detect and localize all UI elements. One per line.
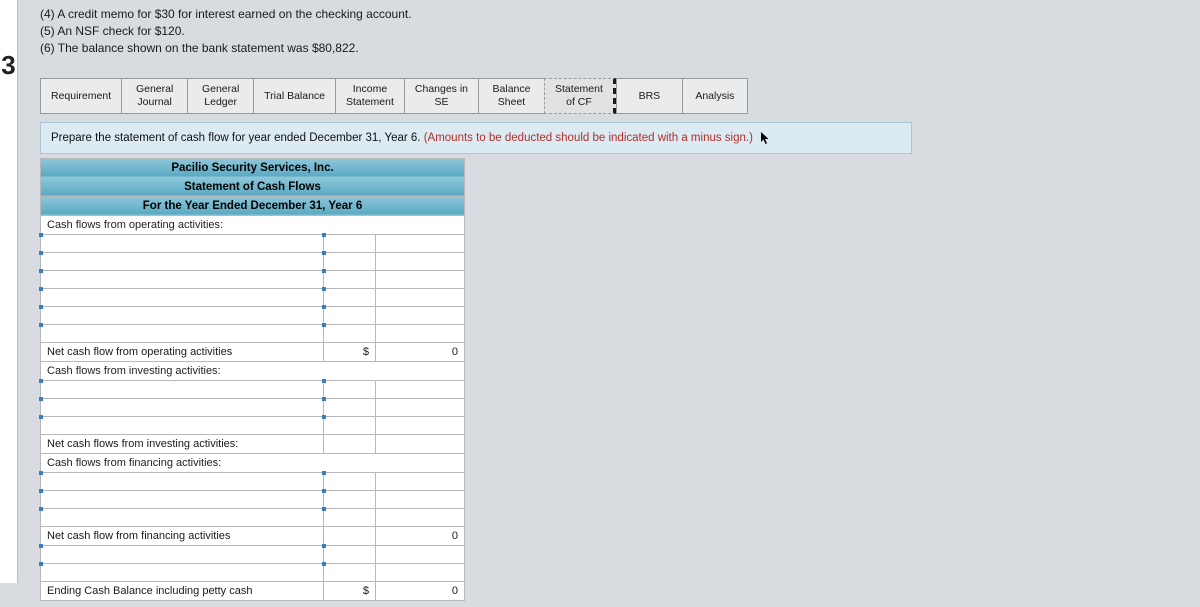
inv-line-1-val[interactable] xyxy=(376,380,465,398)
problem-line-5: (5) An NSF check for $120. xyxy=(40,23,1160,40)
op-line-5-sym[interactable] xyxy=(323,306,375,324)
extra-line-1-val[interactable] xyxy=(376,545,465,563)
op-line-1-label[interactable] xyxy=(41,234,324,252)
section-operating-header: Cash flows from operating activities: xyxy=(41,215,465,234)
cash-flow-sheet: Pacilio Security Services, Inc. Statemen… xyxy=(40,158,465,601)
instruction-text: Prepare the statement of cash flow for y… xyxy=(51,132,424,144)
content-pane: (4) A credit memo for $30 for interest e… xyxy=(0,0,1200,607)
inv-net-label: Net cash flows from investing activities… xyxy=(41,434,324,453)
op-line-2-val[interactable] xyxy=(376,252,465,270)
tab-general-journal[interactable]: General Journal xyxy=(121,78,187,113)
ending-sym: $ xyxy=(323,581,375,600)
inv-line-2-sym[interactable] xyxy=(323,398,375,416)
op-line-4-val[interactable] xyxy=(376,288,465,306)
op-line-5-val[interactable] xyxy=(376,306,465,324)
extra-line-2-sym[interactable] xyxy=(323,563,375,581)
extra-line-2-label[interactable] xyxy=(41,563,324,581)
op-line-6-sym[interactable] xyxy=(323,324,375,342)
inv-line-1-label[interactable] xyxy=(41,380,324,398)
inv-line-1-sym[interactable] xyxy=(323,380,375,398)
tab-trial-balance[interactable]: Trial Balance xyxy=(253,78,335,113)
tab-changes-in-se[interactable]: Changes in SE xyxy=(404,78,478,113)
op-line-3-sym[interactable] xyxy=(323,270,375,288)
op-line-6-label[interactable] xyxy=(41,324,324,342)
ending-val: 0 xyxy=(376,581,465,600)
inv-line-2-label[interactable] xyxy=(41,398,324,416)
ending-label: Ending Cash Balance including petty cash xyxy=(41,581,324,600)
cursor-icon xyxy=(760,131,770,145)
fin-line-2-sym[interactable] xyxy=(323,490,375,508)
fin-net-sym xyxy=(323,526,375,545)
inv-line-3-label[interactable] xyxy=(41,416,324,434)
fin-line-2-val[interactable] xyxy=(376,490,465,508)
op-line-2-sym[interactable] xyxy=(323,252,375,270)
op-line-1-val[interactable] xyxy=(376,234,465,252)
tab-general-ledger[interactable]: General Ledger xyxy=(187,78,253,113)
extra-line-1-label[interactable] xyxy=(41,545,324,563)
tab-statement-of-cf[interactable]: Statement of CF xyxy=(544,78,616,113)
op-line-3-val[interactable] xyxy=(376,270,465,288)
fin-line-1-sym[interactable] xyxy=(323,472,375,490)
fin-net-label: Net cash flow from financing activities xyxy=(41,526,324,545)
sheet-header-title: Statement of Cash Flows xyxy=(41,177,465,196)
instruction-hint: (Amounts to be deducted should be indica… xyxy=(424,132,753,144)
fin-line-3-sym[interactable] xyxy=(323,508,375,526)
inv-net-sym xyxy=(323,434,375,453)
section-financing-header: Cash flows from financing activities: xyxy=(41,453,465,472)
problem-line-6: (6) The balance shown on the bank statem… xyxy=(40,40,1160,57)
op-line-2-label[interactable] xyxy=(41,252,324,270)
fin-line-1-val[interactable] xyxy=(376,472,465,490)
op-net-label: Net cash flow from operating activities xyxy=(41,342,324,361)
extra-line-1-sym[interactable] xyxy=(323,545,375,563)
tab-analysis[interactable]: Analysis xyxy=(682,78,748,113)
op-line-1-sym[interactable] xyxy=(323,234,375,252)
tab-requirement[interactable]: Requirement xyxy=(40,78,121,113)
op-line-4-label[interactable] xyxy=(41,288,324,306)
tab-brs[interactable]: BRS xyxy=(616,78,682,113)
op-net-val: 0 xyxy=(376,342,465,361)
op-net-sym: $ xyxy=(323,342,375,361)
fin-line-3-label[interactable] xyxy=(41,508,324,526)
tab-income-statement[interactable]: Income Statement xyxy=(335,78,404,113)
problem-text: (4) A credit memo for $30 for interest e… xyxy=(40,6,1160,56)
sheet-header-period: For the Year Ended December 31, Year 6 xyxy=(41,196,465,215)
fin-line-2-label[interactable] xyxy=(41,490,324,508)
instruction-band: Prepare the statement of cash flow for y… xyxy=(40,122,912,154)
extra-line-2-val[interactable] xyxy=(376,563,465,581)
sheet-header-company: Pacilio Security Services, Inc. xyxy=(41,158,465,177)
inv-line-3-val[interactable] xyxy=(376,416,465,434)
tab-bar: Requirement General Journal General Ledg… xyxy=(40,78,1160,113)
op-line-5-label[interactable] xyxy=(41,306,324,324)
op-line-4-sym[interactable] xyxy=(323,288,375,306)
problem-line-4: (4) A credit memo for $30 for interest e… xyxy=(40,6,1160,23)
fin-line-1-label[interactable] xyxy=(41,472,324,490)
inv-line-2-val[interactable] xyxy=(376,398,465,416)
op-line-6-val[interactable] xyxy=(376,324,465,342)
inv-line-3-sym[interactable] xyxy=(323,416,375,434)
inv-net-val xyxy=(376,434,465,453)
page-margin: 3 xyxy=(0,0,18,583)
section-investing-header: Cash flows from investing activities: xyxy=(41,361,465,380)
fin-line-3-val[interactable] xyxy=(376,508,465,526)
fin-net-val: 0 xyxy=(376,526,465,545)
tab-balance-sheet[interactable]: Balance Sheet xyxy=(478,78,544,113)
op-line-3-label[interactable] xyxy=(41,270,324,288)
